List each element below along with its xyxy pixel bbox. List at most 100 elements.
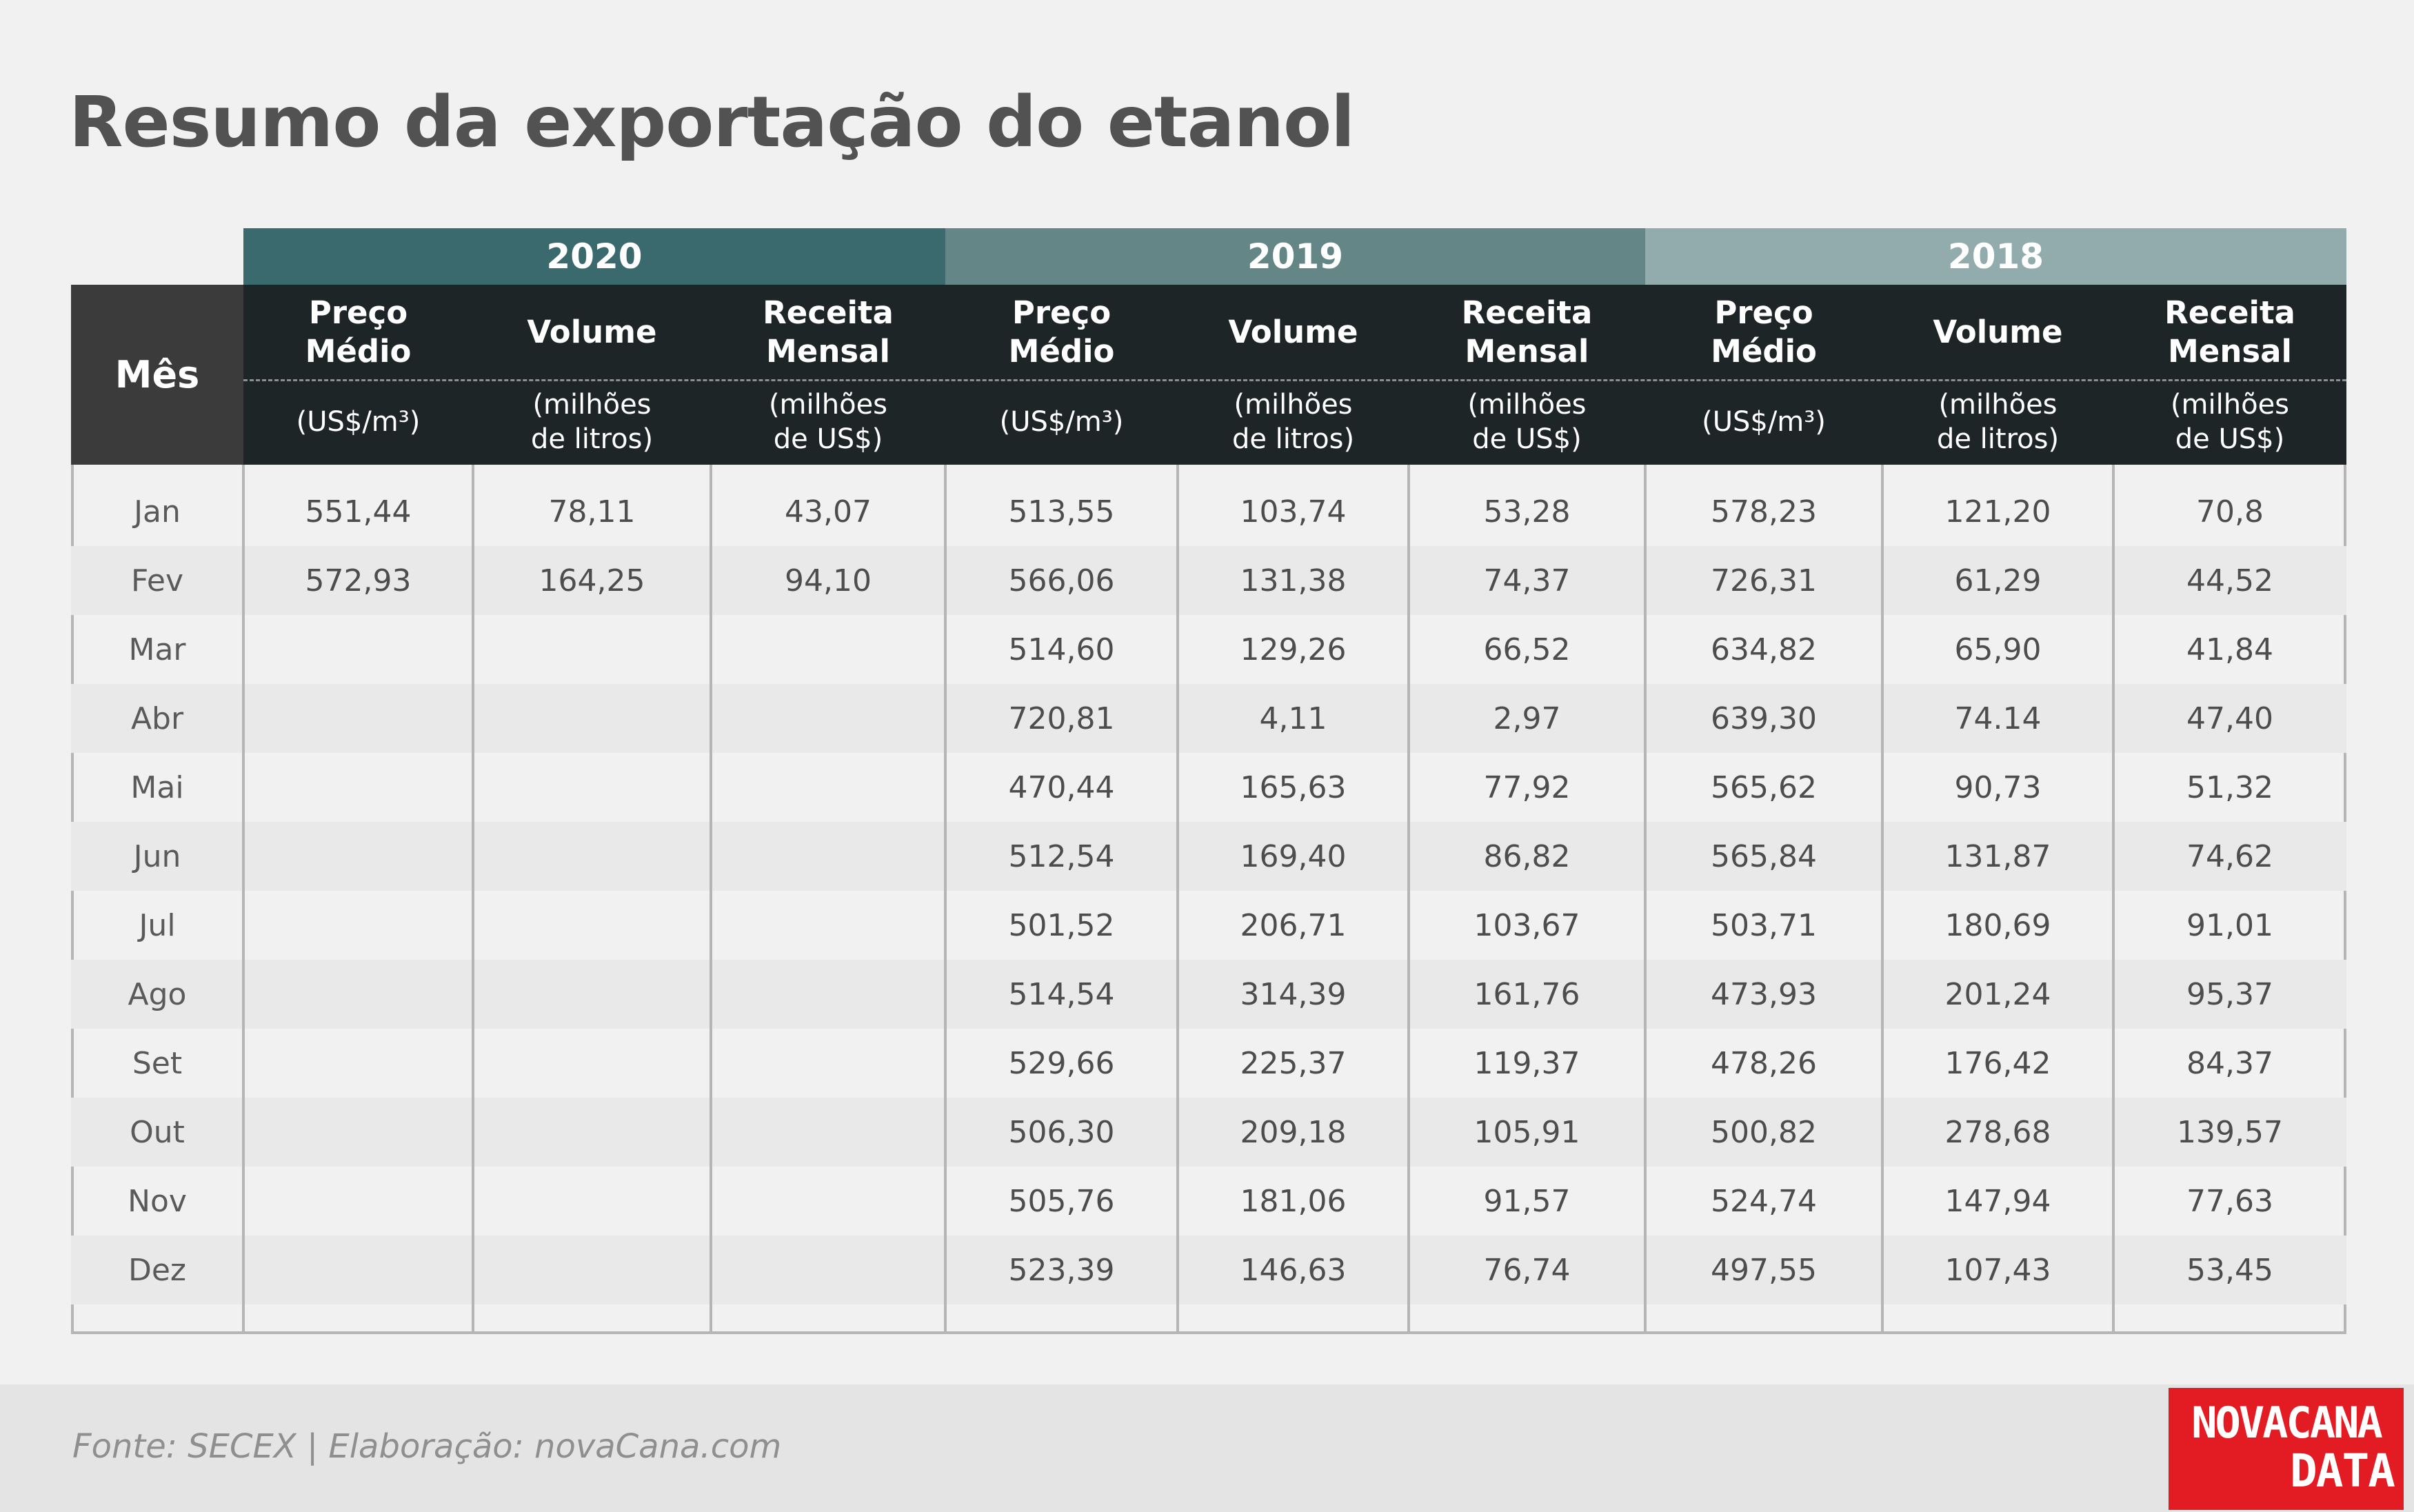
data-cell: 514,54 [1008,976,1115,1012]
data-cell: 278,68 [1944,1114,2051,1150]
column-header: Preço Médio (US$/m³) [1645,285,1882,465]
column-name: Receita Mensal [1461,294,1593,370]
month-label: Mai [130,769,184,805]
data-cell: 512,54 [1008,838,1115,874]
data-cell: 523,39 [1008,1252,1115,1288]
column-unit: (milhões de US$) [768,389,888,455]
data-cell: 65,90 [1954,632,2042,667]
data-cell [711,822,945,891]
column-name: Receita Mensal [763,294,894,370]
column-unit: (US$/m³) [1702,406,1826,438]
data-cell [473,1167,711,1236]
column-divider [1176,465,1179,1334]
column-name: Preço Médio [1711,294,1817,370]
data-cell: 121,20 [1944,494,2051,530]
data-cell: 95,37 [2186,976,2273,1012]
data-cell [243,1098,473,1167]
data-cell: 161,76 [1473,976,1580,1012]
column-unit: (milhões de litros) [530,389,654,455]
column-header: Receita Mensal (milhões de US$) [1409,285,1645,465]
data-cell: 164,25 [539,563,645,598]
data-cell [473,615,711,684]
data-cell [243,1236,473,1304]
data-cell: 209,18 [1240,1114,1347,1150]
data-cell [243,822,473,891]
data-cell [473,960,711,1029]
data-cell: 84,37 [2186,1045,2273,1081]
month-label: Abr [130,700,184,736]
row-stripe [71,684,2346,753]
table-body [71,465,2346,1334]
column-divider [242,465,245,1334]
data-cell: 103,74 [1240,494,1347,530]
data-cell: 74,37 [1483,563,1571,598]
logo-line-1: NOVACANA [2191,1398,2383,1448]
data-cell [243,753,473,822]
column-divider [944,465,947,1334]
data-cell [473,753,711,822]
data-cell: 77,63 [2186,1183,2273,1219]
data-cell: 91,01 [2186,907,2273,943]
data-cell: 314,39 [1240,976,1347,1012]
data-cell: 4,11 [1259,700,1327,736]
data-cell: 505,76 [1008,1183,1115,1219]
data-cell: 176,42 [1944,1045,2051,1081]
data-cell: 503,71 [1711,907,1817,943]
logo-line-2: DATA [2290,1444,2395,1498]
data-cell: 43,07 [785,494,872,530]
data-cell: 478,26 [1711,1045,1817,1081]
data-cell: 51,32 [2186,769,2273,805]
data-cell: 634,82 [1711,632,1817,667]
year-header: 2020 [243,228,945,285]
column-name: Preço Médio [1008,294,1115,370]
data-cell: 129,26 [1240,632,1347,667]
column-header: Volume (milhões de litros) [473,285,711,465]
data-cell [711,1029,945,1098]
data-cell: 90,73 [1954,769,2042,805]
page-title: Resumo da exportação do etanol [69,81,1355,163]
column-name: Volume [1228,313,1358,350]
data-cell: 66,52 [1483,632,1571,667]
data-cell: 131,38 [1240,563,1347,598]
data-cell: 74.14 [1954,700,2042,736]
month-label: Jun [133,838,181,874]
year-header: 2018 [1645,228,2346,285]
column-divider [1407,465,1410,1334]
data-cell [473,1029,711,1098]
month-label: Mar [128,632,186,667]
column-divider [1644,465,1647,1334]
column-header: Receita Mensal (milhões de US$) [2113,285,2346,465]
row-stripe [71,1236,2346,1304]
data-cell: 119,37 [1473,1045,1580,1081]
novacana-data-logo: NOVACANA DATA [2169,1388,2404,1510]
column-unit: (milhões de US$) [1467,389,1587,455]
row-stripe [71,960,2346,1029]
column-header: Volume (milhões de litros) [1882,285,2113,465]
column-name: Preço Médio [305,294,412,370]
data-cell [711,1167,945,1236]
column-header-band [243,285,2346,465]
column-divider [710,465,712,1334]
data-cell: 639,30 [1711,700,1817,736]
data-cell: 181,06 [1240,1183,1347,1219]
column-unit: (milhões de US$) [2170,389,2290,455]
data-cell: 225,37 [1240,1045,1347,1081]
source-note: Fonte: SECEX | Elaboração: novaCana.com [72,1427,782,1466]
data-cell: 572,93 [305,563,412,598]
data-cell: 47,40 [2186,700,2273,736]
data-cell: 566,06 [1008,563,1115,598]
data-cell: 146,63 [1240,1252,1347,1288]
data-cell: 473,93 [1711,976,1817,1012]
year-header: 2019 [945,228,1645,285]
column-header: Preço Médio (US$/m³) [945,285,1178,465]
data-cell: 131,87 [1944,838,2051,874]
data-cell: 91,57 [1483,1183,1571,1219]
data-cell: 139,57 [2177,1114,2283,1150]
data-cell [711,615,945,684]
column-name: Volume [527,313,657,350]
data-cell: 726,31 [1711,563,1817,598]
export-summary-table: 2020 2019 2018 Mês Preço Médio (US$/m³) Volume… [71,228,2346,1334]
data-cell: 514,60 [1008,632,1115,667]
data-cell [243,1029,473,1098]
row-stripe [71,1098,2346,1167]
